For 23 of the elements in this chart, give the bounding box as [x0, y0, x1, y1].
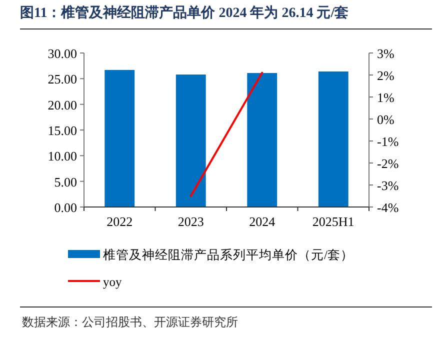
y2-tick-label: 0%: [377, 112, 394, 127]
x-tick-label: 2024: [249, 214, 276, 229]
y2-tick-label: -4%: [377, 200, 399, 215]
x-tick-label: 2025H1: [312, 214, 354, 229]
y-tick-label: 10.00: [48, 148, 77, 164]
legend-label: 椎管及神经阻滞产品系列平均单价（元/套）: [103, 248, 354, 262]
y2-tick-label: 1%: [377, 90, 394, 105]
y2-tick-label: -2%: [377, 156, 399, 171]
source-note: 数据来源：公司招股书、开源证券研究所: [22, 315, 238, 329]
legend-label: yoy: [103, 275, 122, 289]
y-tick-label: 15.00: [48, 123, 77, 138]
y2-tick-label: 2%: [377, 68, 394, 83]
chart-title: 图11：椎管及神经阻滞产品单价 2024 年为 26.14 元/套: [20, 4, 349, 21]
y-tick-label: 5.00: [54, 174, 77, 190]
y-tick-label: 20.00: [48, 97, 77, 112]
y-tick-label: 25.00: [48, 72, 77, 87]
y2-tick-label: -1%: [377, 134, 399, 149]
y2-tick-label: -3%: [377, 178, 399, 193]
y-tick-label: 0.00: [54, 200, 77, 215]
x-tick-label: 2022: [106, 214, 133, 229]
x-tick-label: 2023: [178, 214, 204, 229]
y2-tick-label: 3%: [377, 46, 394, 61]
y-tick-label: 30.00: [48, 46, 77, 61]
